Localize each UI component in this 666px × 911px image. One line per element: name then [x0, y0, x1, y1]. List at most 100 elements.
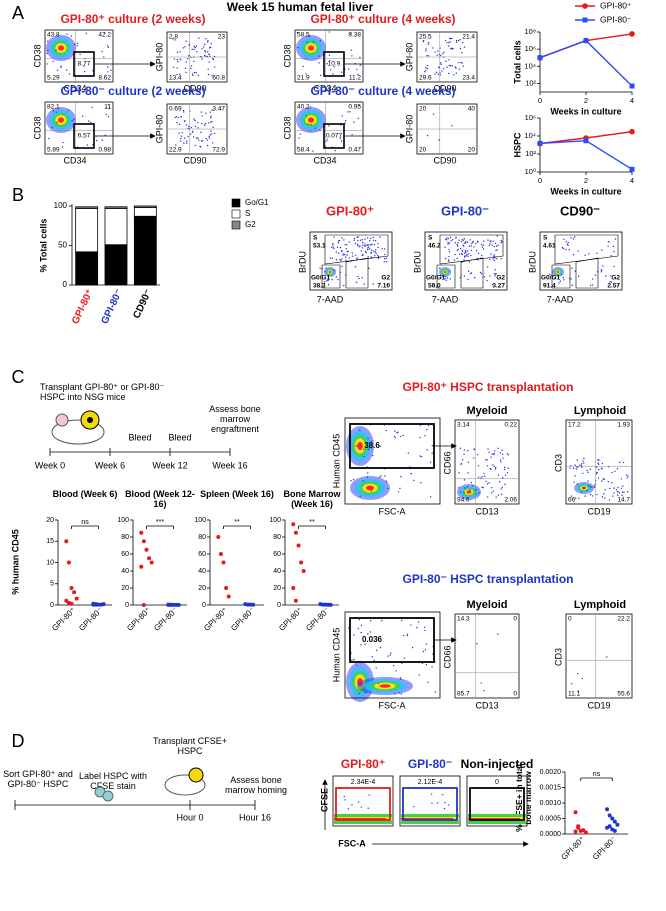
event-dot — [601, 496, 604, 498]
quadrant-value: 25.5 — [419, 34, 432, 41]
gate — [335, 787, 391, 821]
event-dot — [367, 248, 369, 251]
dot — [296, 543, 301, 548]
event-dot — [581, 463, 583, 465]
event-dot — [444, 801, 446, 804]
event-dot — [449, 278, 451, 280]
event-dot — [570, 278, 572, 280]
event-dot — [601, 249, 603, 251]
event-dot — [503, 468, 506, 471]
event-dot — [103, 32, 106, 34]
event-dot — [596, 458, 599, 461]
event-dot — [413, 805, 415, 808]
event-dot — [356, 68, 358, 71]
dot — [605, 807, 610, 812]
event-dot — [210, 133, 213, 135]
event-dot — [197, 137, 199, 139]
event-dot — [442, 53, 444, 55]
event-dot — [193, 45, 196, 48]
event-dot — [180, 137, 182, 140]
event-dot — [358, 277, 360, 280]
event-dot — [495, 249, 497, 252]
event-dot — [363, 283, 365, 285]
plot-frame — [565, 419, 633, 505]
event-dot — [210, 117, 212, 119]
event-dot — [411, 646, 414, 649]
bar-segment — [75, 206, 99, 209]
quadrant-value: 2.8 — [169, 34, 178, 41]
event-dot — [77, 134, 80, 136]
event-dot — [493, 259, 496, 262]
event-dot — [56, 69, 59, 72]
event-dot — [501, 449, 503, 451]
quadrant-value: 20 — [419, 147, 427, 154]
quadrant-value: 40.2 — [297, 104, 310, 111]
event-dot — [337, 242, 340, 244]
density — [468, 818, 520, 820]
event-dot — [384, 253, 386, 256]
event-dot — [457, 242, 459, 244]
event-dot — [397, 491, 400, 493]
event-dot — [357, 239, 359, 242]
event-dot — [477, 241, 479, 243]
event-dot — [343, 795, 345, 798]
event-dot — [187, 135, 189, 138]
event-dot — [366, 476, 368, 478]
event-dot — [357, 73, 359, 76]
event-dot — [581, 677, 583, 680]
event-dot — [328, 54, 331, 57]
plot-frame — [466, 775, 528, 827]
event-dot — [589, 486, 592, 488]
event-dot — [350, 49, 352, 51]
event-dot — [597, 462, 599, 464]
dot — [291, 586, 296, 590]
event-dot — [464, 255, 466, 257]
event-dot — [467, 270, 470, 272]
event-dot — [387, 487, 389, 490]
event-dot — [419, 436, 421, 439]
event-dot — [370, 256, 372, 258]
event-dot — [437, 50, 439, 52]
gate-value: 3.27 — [492, 283, 505, 290]
event-dot — [598, 463, 600, 466]
event-dot — [372, 236, 375, 239]
plot-frame — [309, 231, 393, 291]
quadrant-value: 0 — [513, 691, 517, 698]
dot — [583, 830, 588, 835]
dot — [301, 569, 306, 573]
plot-frame — [44, 29, 114, 83]
event-dot — [207, 68, 209, 70]
event-dot — [559, 280, 562, 282]
chart-title-box: Blood (Week 6) — [53, 490, 118, 499]
event-dot — [475, 489, 477, 491]
event-dot — [349, 111, 351, 113]
bar-segment — [104, 244, 128, 286]
event-dot — [185, 61, 188, 63]
event-dot — [440, 63, 442, 66]
event-dot — [346, 244, 348, 246]
event-dot — [367, 246, 370, 248]
event-dot — [497, 494, 500, 496]
event-dot — [492, 464, 494, 466]
event-dot — [209, 111, 212, 113]
event-dot — [305, 73, 307, 75]
mouse-ear — [55, 413, 69, 427]
event-dot — [359, 429, 361, 431]
event-dot — [413, 479, 415, 482]
event-dot — [370, 619, 372, 622]
event-dot — [174, 39, 176, 41]
event-dot — [193, 60, 195, 63]
event-dot — [60, 66, 62, 68]
event-dot — [427, 41, 430, 44]
event-dot — [178, 73, 181, 75]
marker — [537, 140, 543, 146]
event-dot — [617, 486, 619, 489]
event-dot — [371, 656, 374, 658]
gate — [554, 234, 619, 265]
dot — [69, 586, 74, 590]
event-dot — [370, 243, 373, 246]
quadrant-value: 22.9 — [169, 147, 182, 154]
axis-label: CD3 — [553, 454, 563, 472]
event-dot — [449, 236, 452, 238]
